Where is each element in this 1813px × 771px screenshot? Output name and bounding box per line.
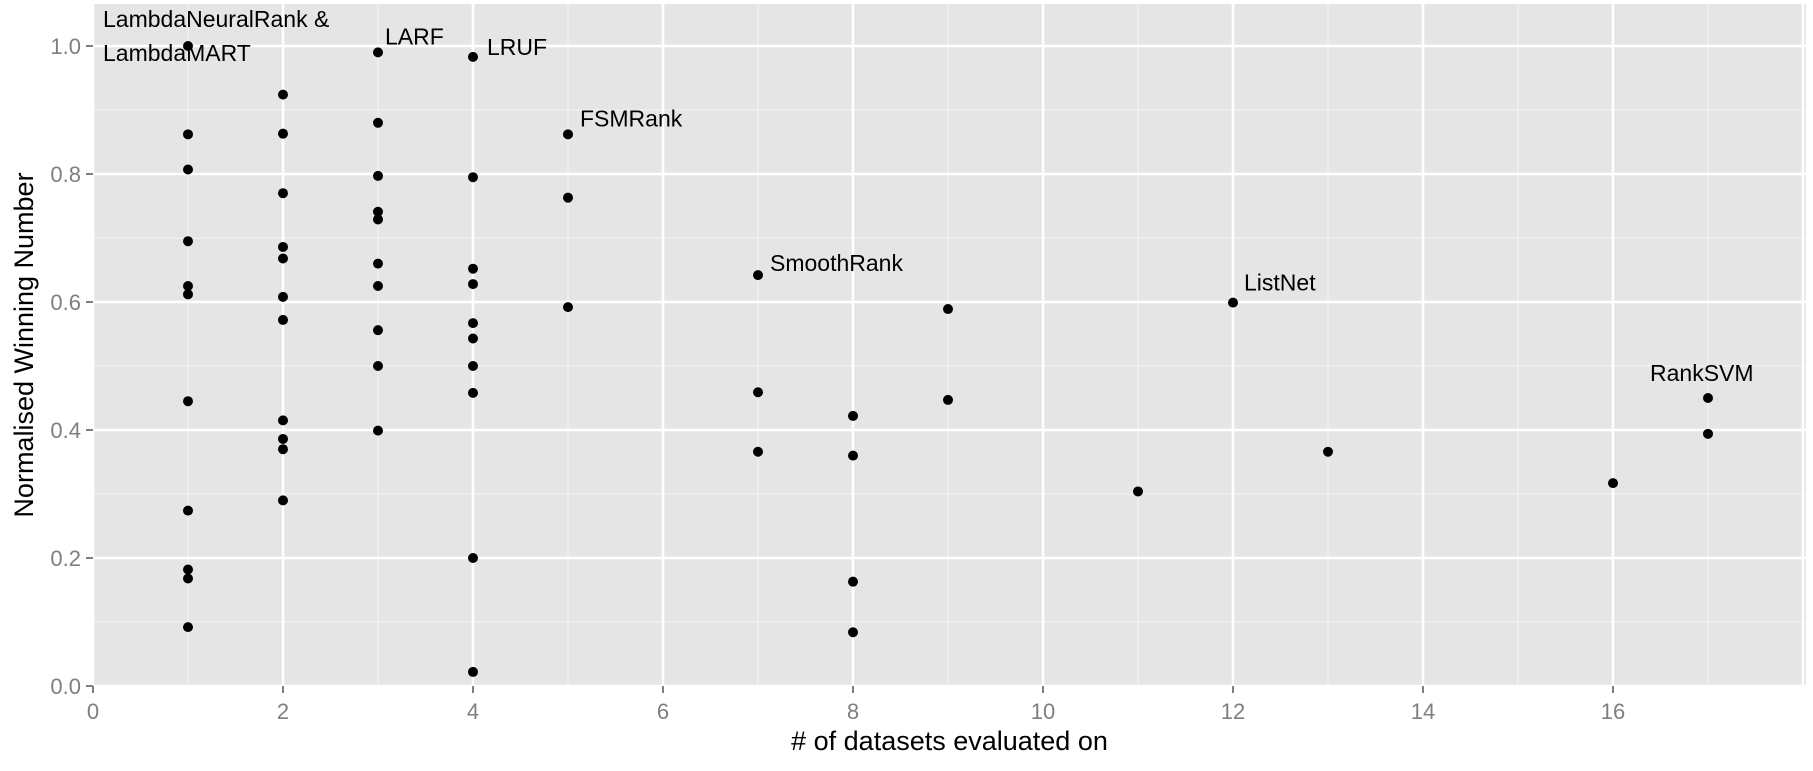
data-point [1323, 446, 1333, 457]
data-point [1608, 478, 1618, 489]
data-point [753, 270, 763, 281]
data-point [563, 129, 573, 140]
data-point [848, 576, 858, 587]
x-axis-title: # of datasets evaluated on [791, 726, 1108, 756]
x-tick-label: 14 [1411, 699, 1435, 724]
data-point [563, 302, 573, 313]
x-tick-label: 6 [657, 699, 669, 724]
data-point [183, 289, 193, 300]
y-tick-label: 0.4 [50, 418, 81, 443]
x-axis: 0 2 4 6 8 10 12 14 16 [87, 686, 1625, 724]
x-tick-label: 2 [277, 699, 289, 724]
y-tick-label: 0.2 [50, 546, 81, 571]
data-point [1133, 486, 1143, 497]
data-point [278, 188, 288, 199]
data-point [468, 51, 478, 62]
point-label: ListNet [1244, 270, 1316, 296]
y-axis-title: Normalised Winning Number [9, 172, 39, 517]
x-tick-label: 4 [467, 699, 479, 724]
y-tick-label: 1.0 [50, 34, 81, 59]
data-point [943, 394, 953, 405]
point-label: RankSVM [1650, 360, 1754, 386]
data-point [373, 117, 383, 128]
data-point [373, 47, 383, 58]
data-point [278, 314, 288, 325]
data-point [468, 666, 478, 677]
data-point [183, 41, 193, 51]
data-point [468, 263, 478, 274]
x-tick-label: 8 [847, 699, 859, 724]
y-tick-label: 0.0 [50, 674, 81, 699]
data-point [183, 236, 193, 247]
data-point [278, 291, 288, 302]
data-point [373, 258, 383, 269]
data-point [278, 253, 288, 264]
data-point [468, 279, 478, 290]
x-tick-label: 16 [1601, 699, 1625, 724]
data-point [183, 164, 193, 175]
data-point [373, 361, 383, 371]
data-point [373, 281, 383, 291]
data-point [468, 318, 478, 329]
data-point [1703, 428, 1713, 439]
data-point [278, 433, 288, 444]
point-label: LRUF [487, 34, 547, 60]
point-label: SmoothRank [770, 250, 903, 276]
data-point [278, 444, 288, 455]
data-point [468, 333, 478, 344]
data-point [183, 622, 193, 633]
data-point [373, 206, 383, 217]
data-point [183, 281, 193, 291]
point-label: LambdaMART [103, 40, 251, 66]
data-point [848, 627, 858, 638]
data-point [468, 387, 478, 398]
plot-panel [93, 4, 1806, 686]
data-point [848, 450, 858, 461]
data-point [563, 192, 573, 203]
data-point [278, 241, 288, 252]
data-point [183, 505, 193, 516]
data-point [943, 304, 953, 315]
data-point [278, 89, 288, 100]
data-point [278, 415, 288, 426]
data-point [373, 214, 383, 225]
data-point [1703, 393, 1713, 403]
data-point [278, 128, 288, 139]
y-axis: 0.0 0.2 0.4 0.6 0.8 1.0 [50, 34, 93, 699]
point-label: LARF [385, 23, 444, 49]
data-point [183, 396, 193, 407]
data-point [1228, 297, 1238, 308]
point-label: LambdaNeuralRank & [103, 6, 329, 32]
data-point [753, 387, 763, 398]
data-point [468, 172, 478, 183]
data-point [373, 425, 383, 436]
data-point [468, 361, 478, 371]
x-tick-label: 12 [1221, 699, 1245, 724]
point-annotations: LambdaNeuralRank & LambdaMART LARF LRUF FSMR… [103, 6, 1754, 386]
x-tick-label: 0 [87, 699, 99, 724]
data-point [183, 573, 193, 584]
data-point [848, 410, 858, 421]
data-point [468, 553, 478, 563]
data-point [753, 446, 763, 457]
data-point [183, 129, 193, 140]
data-point [373, 170, 383, 181]
data-point [183, 564, 193, 575]
data-point [278, 495, 288, 506]
y-tick-label: 0.6 [50, 290, 81, 315]
data-points [183, 41, 1713, 677]
point-label: FSMRank [580, 105, 683, 131]
data-point [373, 325, 383, 336]
x-tick-label: 10 [1031, 699, 1055, 724]
y-tick-label: 0.8 [50, 162, 81, 187]
